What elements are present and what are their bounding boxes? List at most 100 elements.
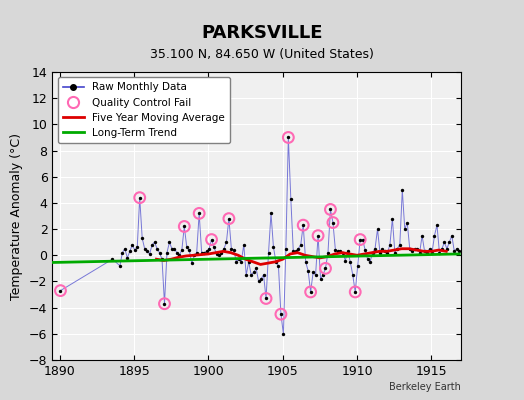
Point	[366, 259, 374, 265]
Point	[126, 248, 134, 254]
Point	[438, 246, 446, 252]
Point	[307, 289, 315, 295]
Point	[324, 250, 332, 256]
Point	[378, 246, 387, 252]
Point	[314, 232, 322, 239]
Point	[269, 244, 278, 251]
Point	[314, 232, 322, 239]
Point	[420, 248, 429, 254]
Point	[368, 250, 377, 256]
Point	[403, 219, 411, 226]
Point	[249, 269, 258, 276]
Point	[339, 250, 347, 256]
Legend: Raw Monthly Data, Quality Control Fail, Five Year Moving Average, Long-Term Tren: Raw Monthly Data, Quality Control Fail, …	[58, 77, 230, 143]
Point	[435, 250, 444, 256]
Point	[267, 210, 275, 216]
Point	[299, 222, 308, 228]
Point	[388, 216, 397, 222]
Point	[373, 226, 381, 232]
Point	[160, 300, 169, 307]
Point	[455, 248, 463, 254]
Point	[215, 252, 223, 258]
Point	[190, 252, 199, 258]
Point	[205, 246, 213, 252]
Point	[279, 331, 288, 337]
Point	[307, 289, 315, 295]
Point	[351, 289, 359, 295]
Point	[348, 272, 357, 278]
Text: Berkeley Earth: Berkeley Earth	[389, 382, 461, 392]
Point	[329, 219, 337, 226]
Point	[210, 244, 218, 251]
Point	[123, 255, 132, 261]
Point	[188, 260, 196, 266]
Point	[301, 259, 310, 265]
Point	[56, 288, 64, 294]
Point	[232, 259, 241, 265]
Point	[200, 250, 209, 256]
Point	[237, 259, 245, 265]
Y-axis label: Temperature Anomaly (°C): Temperature Anomaly (°C)	[10, 132, 24, 300]
Point	[453, 246, 461, 252]
Point	[311, 272, 320, 278]
Point	[225, 216, 233, 222]
Point	[195, 210, 203, 216]
Point	[121, 246, 129, 252]
Point	[195, 210, 203, 216]
Point	[433, 222, 441, 228]
Point	[297, 242, 305, 248]
Point	[259, 272, 268, 278]
Point	[192, 250, 201, 256]
Point	[354, 262, 362, 269]
Point	[242, 272, 250, 278]
Point	[146, 251, 154, 257]
Point	[284, 134, 292, 141]
Point	[239, 242, 248, 248]
Point	[165, 239, 173, 245]
Point	[408, 248, 417, 254]
Point	[351, 289, 359, 295]
Point	[136, 194, 144, 201]
Text: PARKSVILLE: PARKSVILLE	[201, 24, 323, 42]
Point	[396, 242, 404, 248]
Point	[180, 223, 189, 230]
Point	[358, 236, 367, 243]
Point	[155, 250, 163, 256]
Point	[277, 311, 285, 317]
Point	[334, 248, 342, 254]
Point	[148, 242, 156, 248]
Point	[247, 272, 255, 278]
Point	[319, 272, 327, 278]
Point	[291, 248, 300, 254]
Point	[245, 259, 253, 265]
Point	[140, 246, 149, 252]
Point	[336, 248, 345, 254]
Point	[56, 288, 64, 294]
Point	[443, 246, 451, 252]
Point	[178, 247, 186, 253]
Point	[222, 239, 231, 245]
Point	[329, 219, 337, 226]
Point	[277, 311, 285, 317]
Point	[153, 246, 161, 252]
Point	[180, 223, 189, 230]
Point	[331, 247, 340, 253]
Point	[116, 262, 124, 269]
Point	[344, 248, 352, 254]
Point	[445, 239, 454, 245]
Point	[130, 247, 139, 253]
Point	[128, 242, 136, 248]
Point	[391, 250, 399, 256]
Point	[264, 250, 272, 256]
Point	[225, 216, 233, 222]
Point	[376, 250, 384, 256]
Point	[168, 246, 176, 252]
Point	[304, 268, 312, 274]
Point	[413, 246, 421, 252]
Point	[202, 248, 211, 254]
Point	[173, 250, 181, 256]
Point	[341, 257, 350, 264]
Point	[294, 246, 302, 252]
Point	[346, 259, 354, 265]
Point	[262, 295, 270, 302]
